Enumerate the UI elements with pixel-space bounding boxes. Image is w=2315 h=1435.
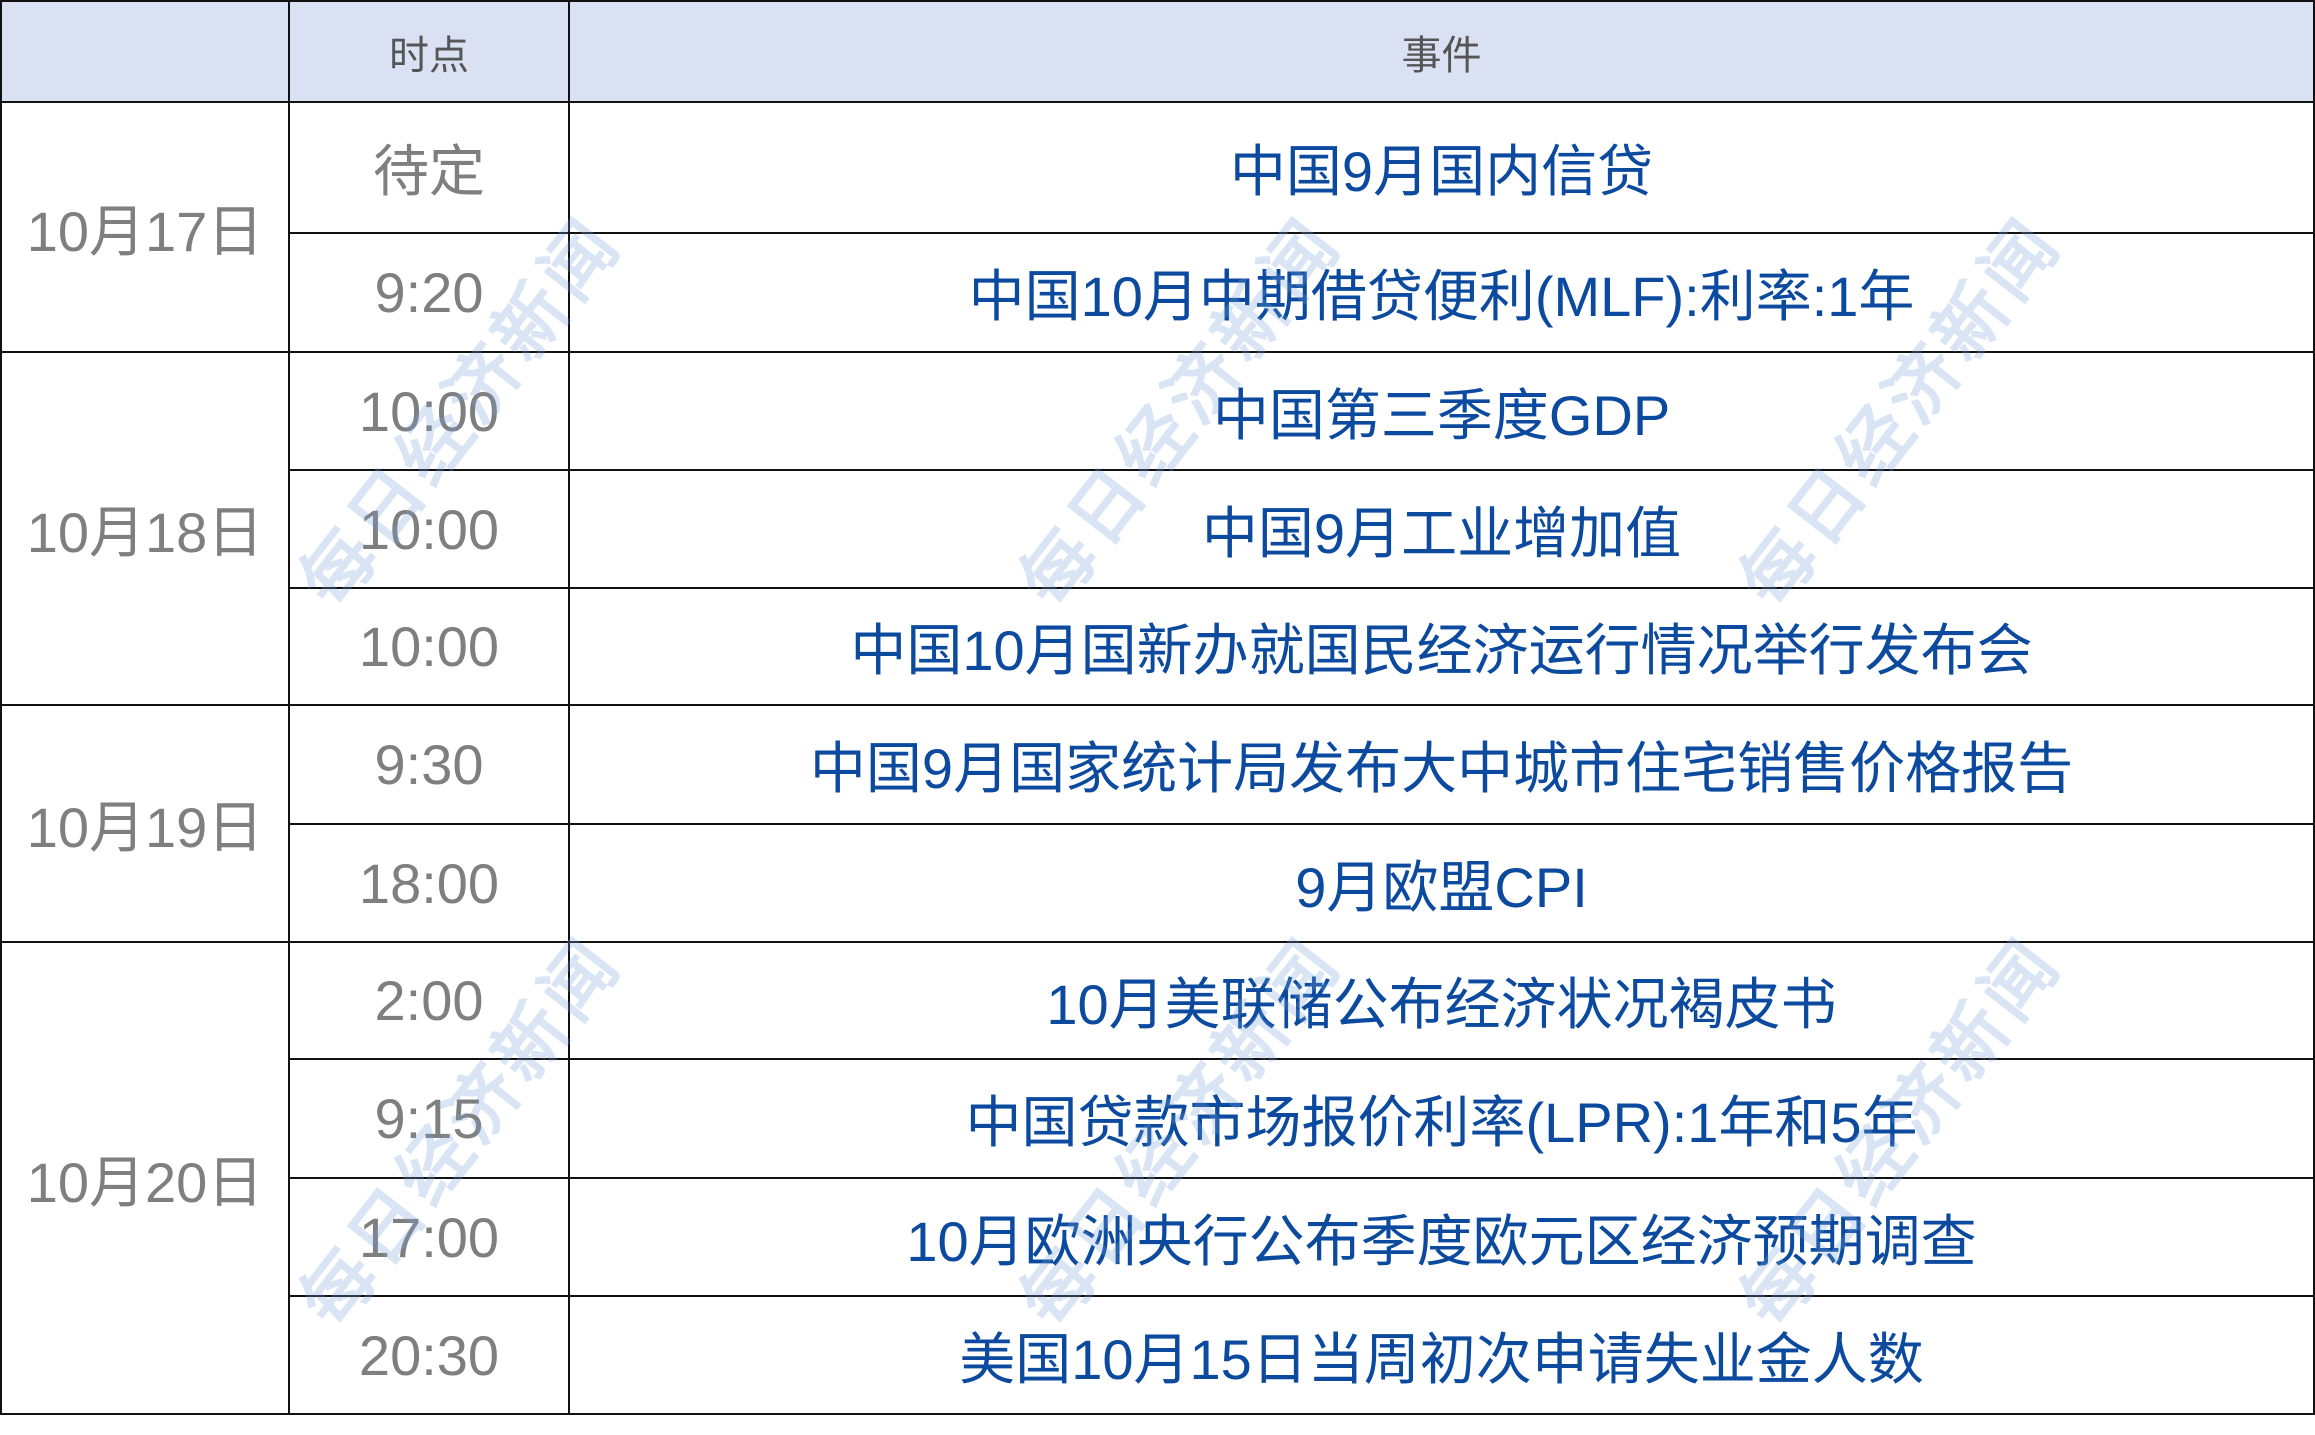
table-row: 9:15 中国贷款市场报价利率(LPR):1年和5年: [1, 1058, 2315, 1179]
time-cell: 10:00: [288, 469, 570, 589]
event-cell: 中国第三季度GDP: [568, 351, 2315, 471]
table-row: 9:20 中国10月中期借贷便利(MLF):利率:1年: [1, 232, 2315, 353]
event-cell: 中国贷款市场报价利率(LPR):1年和5年: [568, 1058, 2315, 1179]
header-time: 时点: [288, 0, 570, 103]
table-row: 10月20日 2:00 10月美联储公布经济状况褐皮书: [0, 941, 2315, 1415]
event-cell: 美国10月15日当周初次申请失业金人数: [568, 1295, 2315, 1415]
table-row: 10月17日 待定 中国9月国内信贷: [0, 101, 2315, 353]
event-cell: 10月美联储公布经济状况褐皮书: [568, 941, 2315, 1060]
table-row: 10月19日 9:30 中国9月国家统计局发布大中城市住宅销售价格报告: [0, 704, 2315, 943]
date-cell: 10月18日: [0, 351, 290, 706]
event-cell: 中国9月工业增加值: [568, 469, 2315, 589]
event-cell: 9月欧盟CPI: [568, 823, 2315, 943]
table-row: 10:00 中国10月国新办就国民经济运行情况举行发布会: [1, 587, 2315, 706]
date-cell: 10月17日: [0, 101, 290, 353]
header-date: [0, 0, 290, 103]
time-cell: 待定: [288, 101, 570, 234]
header-event: 事件: [568, 0, 2315, 103]
time-cell: 9:15: [288, 1058, 570, 1179]
table-row: 20:30 美国10月15日当周初次申请失业金人数: [1, 1295, 2315, 1415]
event-cell: 10月欧洲央行公布季度欧元区经济预期调查: [568, 1177, 2315, 1297]
time-cell: 17:00: [288, 1177, 570, 1297]
date-cell: 10月20日: [0, 941, 290, 1415]
time-cell: 9:20: [288, 232, 570, 353]
time-cell: 18:00: [288, 823, 570, 943]
event-cell: 中国10月国新办就国民经济运行情况举行发布会: [568, 587, 2315, 706]
event-cell: 中国10月中期借贷便利(MLF):利率:1年: [568, 232, 2315, 353]
table-row: 17:00 10月欧洲央行公布季度欧元区经济预期调查: [1, 1177, 2315, 1297]
time-cell: 10:00: [288, 587, 570, 706]
time-cell: 2:00: [288, 941, 570, 1060]
time-cell: 9:30: [288, 704, 570, 825]
event-cell: 中国9月国家统计局发布大中城市住宅销售价格报告: [568, 704, 2315, 825]
date-cell: 10月19日: [0, 704, 290, 943]
time-cell: 10:00: [288, 351, 570, 471]
header-row: 时点 事件: [0, 0, 2315, 103]
table-row: 18:00 9月欧盟CPI: [1, 823, 2315, 943]
time-cell: 20:30: [288, 1295, 570, 1415]
table-row: 10:00 中国9月工业增加值: [1, 469, 2315, 589]
event-cell: 中国9月国内信贷: [568, 101, 2315, 234]
table-row: 10月18日 10:00 中国第三季度GDP: [0, 351, 2315, 706]
